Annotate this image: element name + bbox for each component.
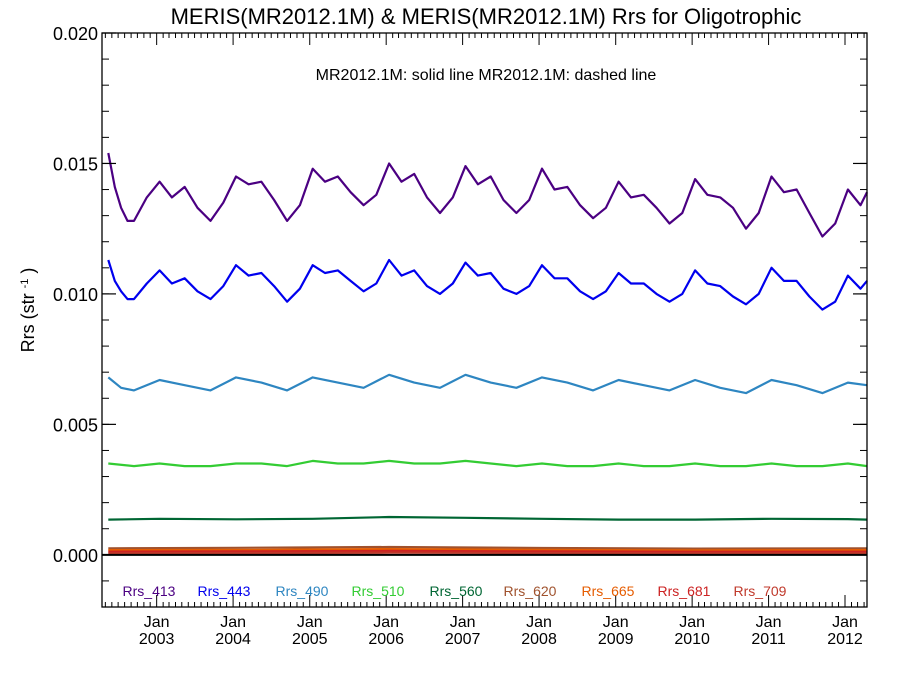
y-tick-label: 0.020 [53,24,98,44]
x-tick-month: Jan [297,614,323,631]
x-tick-month: Jan [373,614,399,631]
line-style-note: MR2012.1M: solid line MR2012.1M: dashed … [316,67,657,84]
y-axis-label-main: Rrs (str [18,293,38,352]
series-line-rrs-490 [107,373,868,395]
y-axis: 0.000 0.005 0.010 0.015 0.020 [53,24,867,608]
plot-frame [101,32,868,608]
series-line-rrs-443 [107,258,868,311]
chart-title: MERIS(MR2012.1M) & MERIS(MR2012.1M) Rrs … [171,4,802,29]
x-tick-year: 2004 [215,631,251,648]
series-line-rrs-681 [108,549,867,553]
series-line-rrs-620 [108,545,868,550]
y-tick-label: 0.015 [53,154,98,174]
y-axis-label-exponent: -1 [19,279,31,289]
x-axis: Jan2003Jan2004Jan2005Jan2006Jan2007Jan20… [104,33,865,648]
legend: Rrs_413 Rrs_443 Rrs_490 Rrs_510 Rrs_560 Rrs_6… [123,583,787,599]
legend-item: Rrs_681 [658,583,711,599]
x-tick-year: 2003 [139,631,175,648]
legend-item: Rrs_413 [123,583,176,599]
x-tick-month: Jan [220,614,246,631]
dashed-line-note: MR2012.1M: dashed line [478,67,656,84]
legend-item: Rrs_560 [430,583,483,599]
x-tick-month: Jan [144,614,170,631]
series-line-rrs-413 [107,152,868,238]
x-tick-month: Jan [603,614,629,631]
x-tick-month: Jan [526,614,552,631]
x-tick-year: 2012 [827,631,863,648]
y-axis-label-close: ) [18,268,38,274]
y-tick-label: 0.005 [53,415,98,435]
solid-line-note: MR2012.1M: solid line [316,67,474,84]
y-axis-label: Rrs (str -1 ) [18,268,38,353]
legend-item: Rrs_510 [352,583,405,599]
legend-item: Rrs_665 [582,583,635,599]
x-tick-month: Jan [679,614,705,631]
legend-item: Rrs_443 [198,583,251,599]
x-tick-year: 2006 [368,631,404,648]
x-tick-month: Jan [832,614,858,631]
series-line-rrs-510 [108,459,868,468]
series-line-rrs-665 [108,547,868,552]
x-tick-year: 2005 [292,631,328,648]
y-tick-label: 0.000 [53,546,98,566]
x-tick-year: 2010 [674,631,710,648]
series-line-rrs-560 [108,515,868,521]
series-line-rrs-709 [108,551,867,555]
legend-item: Rrs_620 [504,583,557,599]
x-tick-year: 2007 [445,631,481,648]
x-tick-year: 2008 [521,631,557,648]
series-layer [107,152,868,555]
x-tick-month: Jan [756,614,782,631]
y-tick-label: 0.010 [53,285,98,305]
legend-item: Rrs_709 [734,583,787,599]
x-tick-year: 2009 [598,631,634,648]
x-tick-year: 2011 [751,631,786,648]
legend-item: Rrs_490 [276,583,329,599]
x-tick-month: Jan [450,614,476,631]
